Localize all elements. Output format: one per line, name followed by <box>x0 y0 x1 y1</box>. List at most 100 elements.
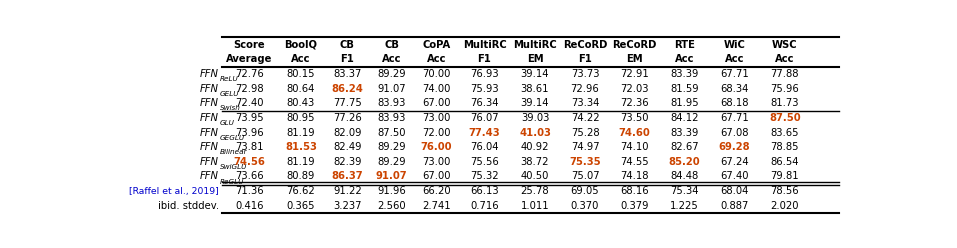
Text: 81.73: 81.73 <box>770 98 799 108</box>
Text: Score: Score <box>234 40 265 50</box>
Text: 82.09: 82.09 <box>333 127 362 138</box>
Text: 81.53: 81.53 <box>285 142 317 152</box>
Text: 73.81: 73.81 <box>235 142 264 152</box>
Text: 84.12: 84.12 <box>670 113 699 123</box>
Text: 74.60: 74.60 <box>618 127 650 138</box>
Text: 75.56: 75.56 <box>470 157 499 167</box>
Text: MultiRC: MultiRC <box>462 40 506 50</box>
Text: 77.75: 77.75 <box>333 98 362 108</box>
Text: 73.96: 73.96 <box>235 127 264 138</box>
Text: 83.93: 83.93 <box>377 113 406 123</box>
Text: FFN: FFN <box>200 157 219 167</box>
Text: 40.92: 40.92 <box>521 142 549 152</box>
Text: 67.71: 67.71 <box>720 113 748 123</box>
Text: F1: F1 <box>478 54 492 64</box>
Text: 76.62: 76.62 <box>286 186 316 196</box>
Text: 74.56: 74.56 <box>234 157 265 167</box>
Text: FFN: FFN <box>200 127 219 138</box>
Text: 40.50: 40.50 <box>521 171 549 182</box>
Text: 39.14: 39.14 <box>521 98 549 108</box>
Text: 0.379: 0.379 <box>620 201 649 211</box>
Text: FFN: FFN <box>200 84 219 94</box>
Text: 72.40: 72.40 <box>235 98 264 108</box>
Text: 69.05: 69.05 <box>570 186 599 196</box>
Text: 2.020: 2.020 <box>770 201 799 211</box>
Text: 67.40: 67.40 <box>721 171 748 182</box>
Text: 75.96: 75.96 <box>770 84 799 94</box>
Text: WiC: WiC <box>723 40 746 50</box>
Text: 77.88: 77.88 <box>770 69 799 79</box>
Text: 82.39: 82.39 <box>333 157 362 167</box>
Text: 85.20: 85.20 <box>669 157 701 167</box>
Text: 81.59: 81.59 <box>670 84 699 94</box>
Text: 75.28: 75.28 <box>570 127 599 138</box>
Text: 0.887: 0.887 <box>721 201 748 211</box>
Text: 80.15: 80.15 <box>287 69 315 79</box>
Text: MultiRC: MultiRC <box>513 40 557 50</box>
Text: F1: F1 <box>341 54 354 64</box>
Text: 76.34: 76.34 <box>470 98 499 108</box>
Text: 2.741: 2.741 <box>422 201 451 211</box>
Text: 75.35: 75.35 <box>569 157 601 167</box>
Text: 80.89: 80.89 <box>287 171 315 182</box>
Text: Swish: Swish <box>220 105 240 111</box>
Text: FFN: FFN <box>200 69 219 79</box>
Text: 72.03: 72.03 <box>620 84 649 94</box>
Text: 91.07: 91.07 <box>377 84 406 94</box>
Text: 86.37: 86.37 <box>331 171 363 182</box>
Text: SwiGLU: SwiGLU <box>220 164 247 170</box>
Text: 73.50: 73.50 <box>620 113 649 123</box>
Text: 82.67: 82.67 <box>670 142 699 152</box>
Text: 78.56: 78.56 <box>770 186 799 196</box>
Text: CoPA: CoPA <box>422 40 451 50</box>
Text: Acc: Acc <box>775 54 794 64</box>
Text: Acc: Acc <box>427 54 446 64</box>
Text: 86.24: 86.24 <box>331 84 364 94</box>
Text: CB: CB <box>340 40 355 50</box>
Text: 69.28: 69.28 <box>719 142 750 152</box>
Text: RTE: RTE <box>674 40 695 50</box>
Text: 70.00: 70.00 <box>422 69 451 79</box>
Text: 0.416: 0.416 <box>235 201 264 211</box>
Text: CB: CB <box>384 40 399 50</box>
Text: 91.07: 91.07 <box>376 171 408 182</box>
Text: 0.370: 0.370 <box>570 201 599 211</box>
Text: 89.29: 89.29 <box>377 69 406 79</box>
Text: 80.43: 80.43 <box>287 98 315 108</box>
Text: Average: Average <box>226 54 273 64</box>
Text: EM: EM <box>626 54 643 64</box>
Text: FFN: FFN <box>200 113 219 123</box>
Text: 82.49: 82.49 <box>333 142 362 152</box>
Text: 67.00: 67.00 <box>422 98 451 108</box>
Text: 75.93: 75.93 <box>470 84 499 94</box>
Text: 77.43: 77.43 <box>469 127 501 138</box>
Text: 89.29: 89.29 <box>377 142 406 152</box>
Text: F1: F1 <box>578 54 592 64</box>
Text: 80.64: 80.64 <box>287 84 315 94</box>
Text: ibid. stddev.: ibid. stddev. <box>158 201 219 211</box>
Text: [Raffel et al., 2019]: [Raffel et al., 2019] <box>129 187 219 196</box>
Text: GELU: GELU <box>220 91 239 97</box>
Text: 1.011: 1.011 <box>521 201 549 211</box>
Text: 39.03: 39.03 <box>521 113 549 123</box>
Text: 67.24: 67.24 <box>721 157 748 167</box>
Text: FFN: FFN <box>200 171 219 182</box>
Text: ReGLU: ReGLU <box>220 179 244 185</box>
Text: 41.03: 41.03 <box>519 127 551 138</box>
Text: 67.08: 67.08 <box>721 127 748 138</box>
Text: FFN: FFN <box>200 98 219 108</box>
Text: 78.85: 78.85 <box>770 142 799 152</box>
Text: 38.61: 38.61 <box>521 84 549 94</box>
Text: ReCoRD: ReCoRD <box>563 40 607 50</box>
Text: 74.00: 74.00 <box>422 84 451 94</box>
Text: 84.48: 84.48 <box>670 171 699 182</box>
Text: 38.72: 38.72 <box>521 157 549 167</box>
Text: 72.98: 72.98 <box>235 84 264 94</box>
Text: 74.18: 74.18 <box>620 171 649 182</box>
Text: 67.71: 67.71 <box>720 69 748 79</box>
Text: EM: EM <box>526 54 544 64</box>
Text: 81.19: 81.19 <box>287 157 315 167</box>
Text: 73.00: 73.00 <box>422 113 451 123</box>
Text: 74.22: 74.22 <box>570 113 599 123</box>
Text: 1.225: 1.225 <box>670 201 699 211</box>
